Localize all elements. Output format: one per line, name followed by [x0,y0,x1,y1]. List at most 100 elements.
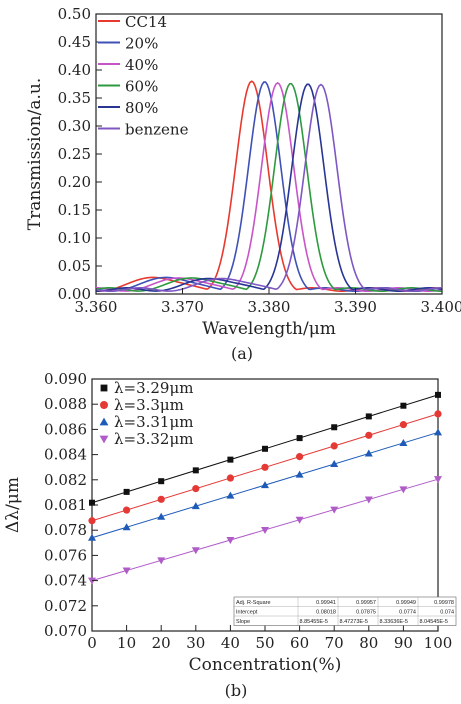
data-point-circle [296,453,304,461]
data-point-triangle-up [295,470,304,478]
x-tick-label: 90 [394,634,413,652]
data-point-triangle-down [122,567,131,575]
x-tick-label: 3.390 [334,298,377,316]
data-point-triangle-up [364,449,373,457]
y-tick-label: 0.082 [44,471,87,489]
data-point-circle [88,517,96,525]
data-point-triangle-down [399,486,408,494]
y-tick-label: 0.076 [44,546,87,564]
panel-b-caption: (b) [225,681,248,700]
data-point-circle [365,431,373,439]
y-tick-label: 0.088 [44,395,87,413]
x-tick-label: 3.370 [161,298,204,316]
x-tick-label: 3.400 [421,298,461,316]
data-point-square [158,478,165,485]
fit-table-cell: 8.47273E-5 [340,619,368,625]
legend-label: λ=3.3μm [114,396,184,414]
fit-table-cell: 0.0774 [399,609,416,615]
data-point-square [296,435,303,442]
data-point-triangle-up [261,481,269,489]
y-tick-label: 0.072 [44,597,87,615]
panel-a-y-ticks: 0.00 0.05 0.10 0.15 0.20 0.25 0.30 0.35 0.40 0.45… [58,5,102,303]
data-point-circle [192,485,200,493]
fit-table-row-label: Adj. R-Square [236,600,271,606]
legend-label: λ=3.29μm [114,379,193,397]
data-point-triangle-up [122,523,131,531]
shift-panel: 0 10 20 30 40 50 60 70 80 90 100 0.0700.0720.0740.… [3,370,457,700]
data-point-circle [226,474,234,482]
x-tick-label: 10 [117,634,136,652]
x-tick-label: 100 [424,634,453,652]
data-point-triangle-down [157,557,166,565]
fit-table-cell: 0.99941 [316,600,336,606]
x-tick-label: 40 [221,634,240,652]
y-tick-label: 0.30 [58,117,91,135]
fit-table-cell: 0.99957 [356,600,376,606]
fit-table-cell: 8.04545E-5 [420,619,448,625]
data-point-triangle-down [226,537,235,545]
data-point-square [192,467,199,474]
data-point-triangle-down [261,526,269,534]
fit-table-row-label: Intercept [236,609,258,615]
data-point-triangle-down [330,506,339,514]
y-tick-label: 0.086 [44,420,87,438]
y-tick-label: 0.074 [44,572,87,590]
x-tick-label: 50 [255,634,274,652]
data-point-square [400,402,407,409]
panel-b-x-ticks: 0 10 20 30 40 50 60 70 80 90 100 [87,625,452,652]
y-tick-label: 0.15 [58,201,91,219]
x-tick-label: 0 [87,634,97,652]
data-point-square [123,488,130,495]
data-point-circle [330,442,338,450]
y-tick-label: 0.10 [58,229,91,247]
fit-table-cell: 0.08018 [316,609,336,615]
data-point-triangle-down [434,476,442,484]
data-point-triangle-down [99,435,109,444]
legend-label: 20% [125,35,158,53]
data-point-triangle-up [226,491,235,499]
fit-table-cell: 0.99949 [396,600,416,606]
data-point-triangle-down [191,547,200,555]
legend-label: λ=3.32μm [114,430,193,448]
y-tick-label: 0.50 [58,5,91,23]
y-tick-label: 0.05 [58,257,91,275]
y-tick-label: 0.084 [44,446,87,464]
x-tick-label: 3.380 [248,298,291,316]
x-tick-label: 3.360 [75,298,118,316]
y-tick-label: 0.090 [44,370,87,388]
data-point-triangle-up [191,502,200,510]
panel-a-x-axis-title: Wavelength/μm [202,319,336,339]
fit-table-cell: 0.07875 [356,609,376,615]
data-point-triangle-up [330,460,339,468]
y-tick-label: 0.35 [58,89,91,107]
transmission-curve [95,83,443,293]
data-point-triangle-down [295,516,304,524]
data-point-triangle-up [434,428,442,436]
fit-table-cell: 0.074 [440,609,454,615]
x-tick-label: 70 [325,634,344,652]
data-point-circle [100,401,108,409]
data-point-square [435,391,441,398]
data-point-triangle-up [399,439,408,447]
transmission-curves [95,80,443,293]
fit-table-cell: 8.33636E-5 [380,619,408,625]
legend-label: benzene [125,121,189,139]
fit-results-table: Adj. R-Square 0.99941 0.99957 0.99949 0.9997… [233,596,457,626]
panel-a-x-ticks: 3.360 3.370 3.380 3.390 3.400 [75,288,461,316]
fit-table-cell: 0.99978 [434,600,454,606]
data-point-circle [399,421,407,429]
legend-label: 60% [125,78,158,96]
data-point-triangle-up [157,512,166,520]
panel-a-caption: (a) [231,344,253,363]
y-tick-label: 0.081 [44,496,87,514]
legend-label: 80% [125,99,158,117]
y-tick-label: 0.45 [58,33,91,51]
y-tick-label: 0.20 [58,173,91,191]
shift-series [88,391,442,585]
legend-label: CC14 [125,13,167,31]
fit-table-cell: 8.85455E-5 [300,619,328,625]
x-tick-label: 80 [359,634,378,652]
y-tick-label: 0.078 [44,521,87,539]
